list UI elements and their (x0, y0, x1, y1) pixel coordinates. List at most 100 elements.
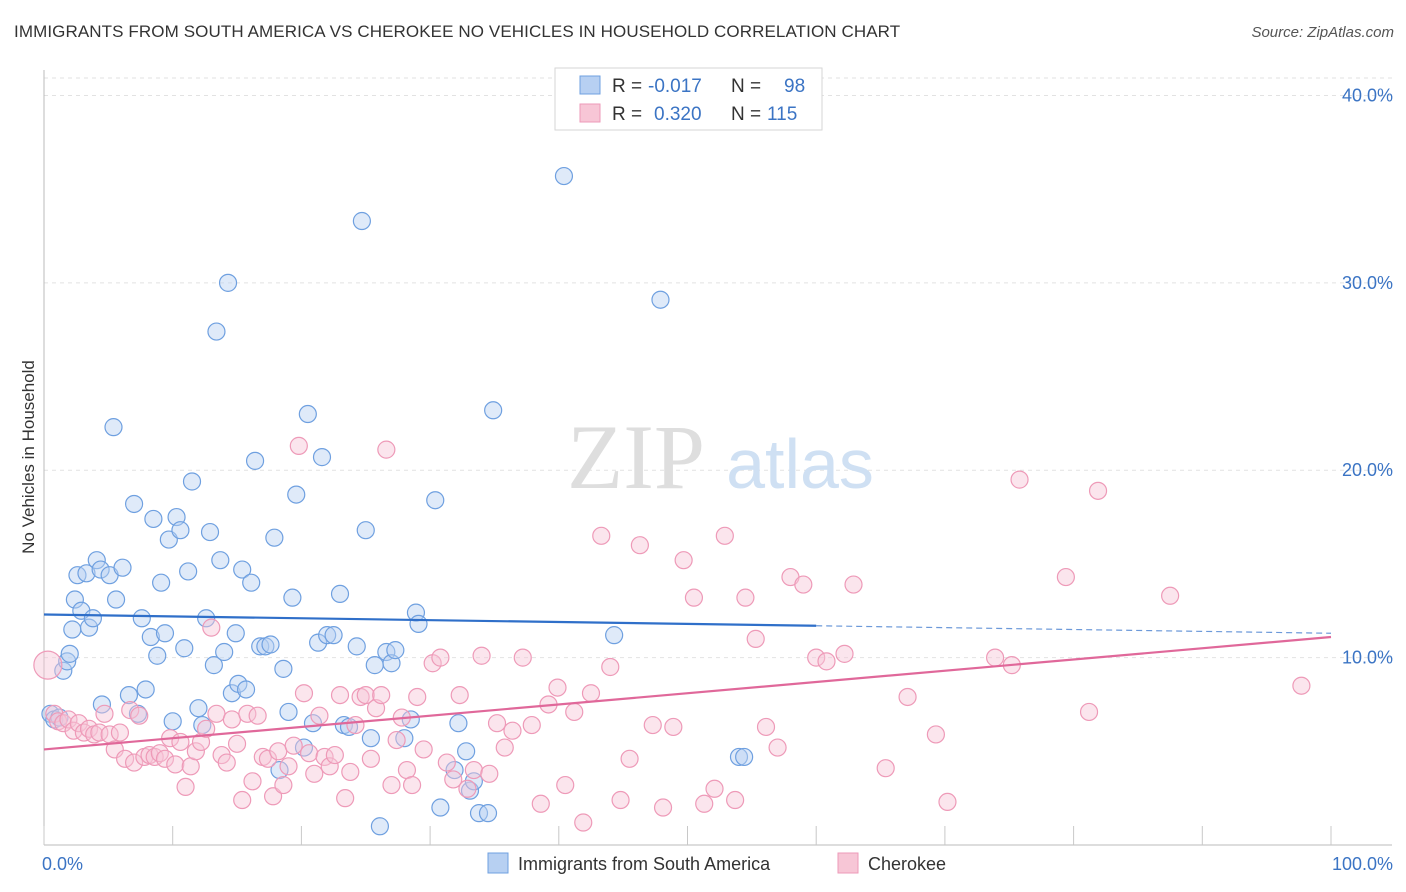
x-tick-label-1: 100.0% (1332, 854, 1393, 874)
point-cherokee-59 (341, 762, 360, 782)
correlation-legend: R = -0.017 N = 98 R = 0.320 N = 115 (554, 67, 823, 131)
point-cherokee-15 (115, 749, 135, 768)
point-immigrants-90 (460, 781, 480, 800)
trend-line-immigrants (43, 613, 817, 627)
point-cherokee-106 (705, 779, 724, 798)
point-immigrants-36 (182, 472, 202, 491)
point-immigrants-75 (361, 729, 380, 748)
point-cherokee-114 (794, 575, 813, 594)
point-immigrants-58 (274, 659, 293, 678)
point-cherokee-68 (387, 730, 406, 750)
point-cherokee-67 (382, 775, 401, 795)
legend-swatch-immigrants (579, 75, 601, 95)
point-immigrants-82 (401, 710, 420, 729)
point-cherokee-85 (503, 721, 522, 740)
point-immigrants-42 (207, 322, 226, 341)
trend-lines (43, 613, 1332, 751)
point-immigrants-59 (279, 702, 298, 722)
point-immigrants-68 (324, 626, 343, 645)
point-cherokee-60 (346, 715, 365, 735)
point-cherokee-73 (414, 740, 433, 759)
legend-r-value-cherokee: 0.320 (654, 104, 702, 125)
point-cherokee-117 (835, 644, 854, 663)
legend-r-label-immigrants: R = (612, 76, 642, 97)
point-immigrants-56 (265, 528, 284, 547)
point-cherokee-118 (844, 575, 863, 594)
point-immigrants-40 (200, 522, 220, 542)
point-immigrants-35 (179, 562, 198, 581)
y-tick-labels: 10.0% 20.0% 30.0% 40.0% (1342, 85, 1393, 667)
point-immigrants-50 (236, 680, 256, 699)
point-cherokee-129 (1161, 586, 1180, 605)
point-cherokee-35 (217, 753, 236, 772)
point-immigrants-72 (347, 637, 366, 656)
point-immigrants-28 (152, 573, 171, 592)
point-immigrants-52 (245, 451, 265, 470)
point-cherokee-123 (985, 648, 1005, 667)
point-cherokee-109 (736, 588, 755, 607)
point-cherokee-77 (444, 770, 463, 789)
point-cherokee-102 (664, 717, 683, 737)
point-cherokee-76 (437, 753, 456, 772)
point-cherokee-33 (207, 704, 226, 723)
y-tick-label-1: 20.0% (1342, 460, 1393, 480)
point-immigrants-78 (377, 642, 396, 662)
point-cherokee-83 (487, 714, 507, 733)
point-cherokee-49 (289, 436, 308, 455)
point-cherokee-16 (121, 700, 140, 720)
point-cherokee-79 (458, 779, 477, 798)
point-cherokee-47 (279, 757, 298, 776)
point-immigrants-63 (298, 404, 317, 424)
point-immigrants-99 (735, 747, 754, 767)
legend-n-label-cherokee: N = (731, 104, 761, 125)
y-tick-label-3: 40.0% (1342, 85, 1393, 105)
point-cherokee-97 (611, 790, 630, 810)
point-immigrants-34 (175, 639, 194, 658)
trend-line-cherokee (43, 635, 1332, 751)
point-immigrants-83 (406, 603, 426, 622)
point-cherokee-43 (258, 749, 278, 768)
point-immigrants-47 (226, 624, 245, 643)
point-cherokee-36 (222, 710, 242, 729)
point-cherokee-108 (726, 790, 745, 810)
point-cherokee-32 (202, 618, 221, 637)
point-immigrants-49 (233, 560, 252, 579)
point-cherokee-104 (684, 588, 704, 607)
point-immigrants-11 (79, 618, 99, 637)
point-cherokee-107 (715, 526, 734, 545)
watermark-zip: ZIP (567, 406, 705, 508)
y-axis-title: No Vehicles in Household (19, 360, 38, 554)
legend-swatch-cherokee (579, 103, 601, 123)
point-cherokee-53 (310, 706, 329, 725)
bottom-legend-swatch-immigrants (487, 852, 509, 874)
point-immigrants-97 (651, 290, 670, 309)
point-cherokee-38 (233, 790, 252, 810)
point-immigrants-23 (132, 609, 151, 628)
point-immigrants-98 (729, 747, 749, 767)
point-cherokee-82 (480, 764, 499, 783)
point-immigrants-95 (554, 166, 574, 186)
point-immigrants-3 (54, 661, 73, 680)
point-cherokee-0 (33, 650, 63, 680)
point-cherokee-50 (294, 684, 314, 703)
point-immigrants-41 (204, 656, 223, 675)
point-cherokee-94 (581, 684, 601, 703)
point-cherokee-27 (176, 777, 195, 797)
point-cherokee-100 (643, 715, 662, 735)
point-immigrants-27 (148, 646, 167, 665)
point-cherokee-110 (746, 629, 765, 648)
point-cherokee-87 (522, 715, 541, 735)
bottom-legend-label-immigrants: Immigrants from South America (518, 854, 771, 874)
legend-n-value-cherokee: 115 (767, 104, 797, 125)
point-immigrants-88 (449, 714, 468, 733)
point-cherokee-80 (464, 760, 483, 780)
point-immigrants-19 (113, 558, 132, 577)
point-immigrants-8 (68, 566, 87, 585)
point-cherokee-75 (431, 648, 450, 667)
point-cherokee-37 (227, 734, 247, 753)
point-cherokee-115 (807, 648, 826, 667)
point-immigrants-12 (83, 609, 103, 628)
point-immigrants-7 (65, 590, 84, 609)
point-cherokee-128 (1088, 481, 1108, 500)
point-immigrants-24 (136, 680, 155, 699)
